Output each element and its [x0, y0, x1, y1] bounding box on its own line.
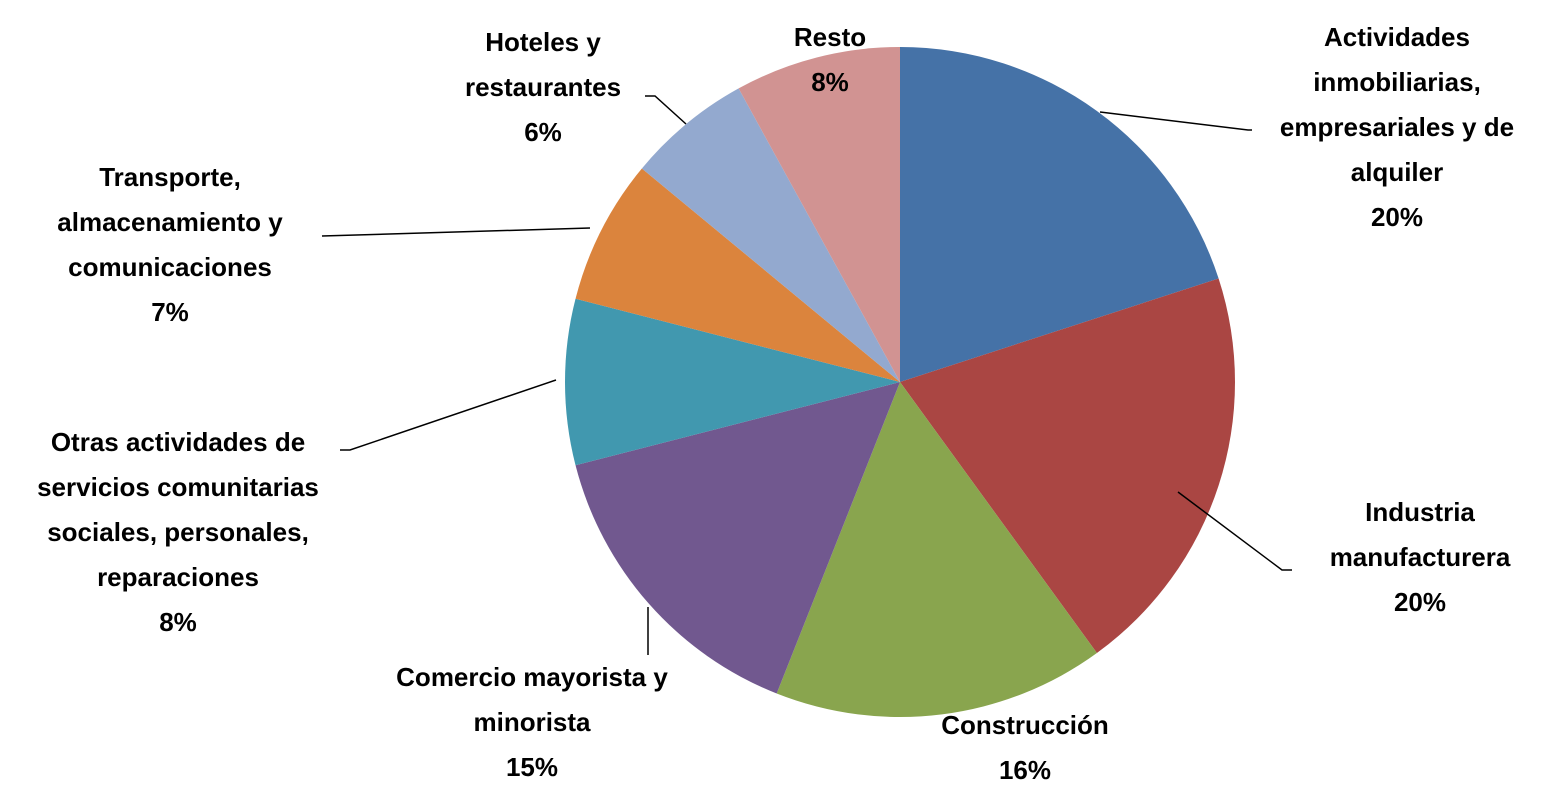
category-label: Resto [793, 22, 867, 52]
slice-label: Resto 8% [770, 15, 890, 105]
slice-label: Actividades inmobiliarias, empresariales… [1237, 15, 1549, 240]
pie-slice [900, 278, 1235, 654]
pie-slice [575, 382, 900, 694]
category-label: Otras actividades de servicios comunitar… [37, 427, 319, 592]
category-label: Hoteles y restaurantes [464, 27, 622, 102]
leader-line [1099, 111, 1252, 131]
value-label: 20% [1370, 202, 1424, 232]
leader-line [645, 95, 687, 125]
value-label: 8% [811, 67, 849, 97]
leader-line [1177, 491, 1292, 571]
pie-slice [575, 168, 900, 382]
slice-label: Hoteles y restaurantes 6% [433, 20, 653, 155]
value-label: 8% [159, 607, 197, 637]
leader-line [340, 379, 557, 451]
category-label: Comercio mayorista y minorista [396, 662, 668, 737]
slice-label: Comercio mayorista y minorista 15% [367, 655, 697, 790]
slice-label: Otras actividades de servicios comunitar… [22, 420, 334, 645]
value-label: 20% [1393, 587, 1447, 617]
slice-label: Construcción 16% [915, 703, 1135, 793]
pie-slice [900, 47, 1219, 382]
pie-slice [738, 47, 900, 382]
value-label: 6% [524, 117, 562, 147]
pie-slice [641, 88, 900, 383]
category-label: Actividades inmobiliarias, empresariales… [1279, 22, 1515, 187]
category-label: Construcción [941, 710, 1109, 740]
value-label: 16% [998, 755, 1052, 785]
value-label: 15% [505, 752, 559, 782]
category-label: Transporte, almacenamiento y comunicacio… [57, 162, 283, 282]
leader-line [321, 227, 591, 237]
slice-label: Industria manufacturera 20% [1290, 490, 1549, 625]
pie-slice [565, 298, 900, 466]
category-label: Industria manufacturera [1329, 497, 1511, 572]
slice-label: Transporte, almacenamiento y comunicacio… [20, 155, 320, 335]
value-label: 7% [151, 297, 189, 327]
pie-slice [776, 382, 1097, 717]
